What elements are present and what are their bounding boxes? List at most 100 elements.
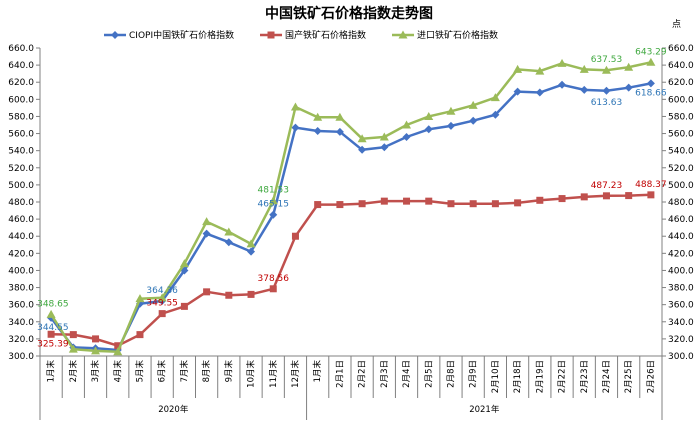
y-tick-label-right: 400.0: [668, 266, 694, 276]
data-point: [135, 294, 145, 303]
x-tick-label: 2月24日: [602, 360, 612, 393]
y-tick-label-right: 420.0: [668, 249, 694, 259]
legend-item-domestic: 国产铁矿石价格指数: [260, 29, 366, 41]
axes: 300.0 300.0 320.0 320.0 340.0 340.0 360.0 360.0…: [8, 44, 694, 420]
data-point: [469, 116, 478, 125]
x-tick-label: 1月末: [312, 360, 323, 383]
x-tick-label: 2月末: [68, 360, 79, 383]
y-tick-label-left: 620.0: [8, 78, 34, 88]
y-tick-label-right: 660.0: [668, 44, 694, 54]
x-tick-label: 9月末: [223, 360, 234, 383]
legend-label-ciopi: CIOPI中国铁矿石价格指数: [129, 29, 234, 41]
data-point: [403, 197, 411, 205]
y-tick-label-left: 380.0: [8, 284, 34, 294]
data-point: [157, 293, 167, 302]
data-point: [269, 210, 278, 219]
y-tick-label-left: 660.0: [8, 44, 34, 54]
legend-item-ciopi: CIOPI中国铁矿石价格指数: [104, 29, 234, 41]
data-point: [447, 200, 455, 208]
data-point: [224, 227, 234, 236]
series-layer: [46, 57, 656, 356]
x-tick-label: 10月末: [246, 360, 257, 388]
y-tick-label-right: 440.0: [668, 232, 694, 242]
data-point: [557, 58, 567, 67]
data-point: [402, 132, 411, 141]
data-point: [203, 288, 211, 296]
data-point: [424, 111, 434, 120]
y-tick-label-right: 560.0: [668, 130, 694, 140]
group-label: 2021年: [469, 404, 500, 415]
y-tick-label-left: 420.0: [8, 249, 34, 259]
data-point: [491, 110, 500, 119]
data-point: [468, 100, 478, 109]
legend-marker-diamond: [111, 31, 119, 39]
y-tick-label-left: 480.0: [8, 198, 34, 208]
data-label: 637.53: [591, 55, 623, 65]
data-point: [602, 192, 610, 200]
data-label: 618.66: [635, 88, 667, 98]
x-tick-label: 2月9日: [469, 360, 479, 388]
x-tick-label: 2月2日: [358, 360, 368, 388]
data-point: [379, 132, 389, 141]
x-tick-label: 8月末: [201, 360, 212, 383]
data-point: [513, 87, 522, 96]
legend-marker-triangle: [398, 30, 408, 39]
x-tick-label: 2月8日: [446, 360, 456, 388]
x-tick-label: 2月10日: [491, 360, 501, 393]
data-label: 349.55: [146, 299, 178, 309]
series-line-1: [51, 193, 651, 348]
data-label: 465.15: [258, 200, 290, 210]
data-point: [580, 85, 589, 94]
data-point: [246, 239, 256, 248]
y-tick-label-right: 640.0: [668, 61, 694, 71]
data-label: 348.65: [37, 299, 69, 309]
data-point: [535, 66, 545, 75]
y-tick-label-left: 460.0: [8, 215, 34, 225]
data-point: [425, 197, 433, 205]
data-point: [358, 145, 367, 154]
y-tick-label-right: 480.0: [668, 198, 694, 208]
data-point: [624, 62, 634, 71]
data-point: [113, 347, 123, 356]
legend-item-import: 进口铁矿石价格指数: [392, 29, 498, 41]
y-tick-label-right: 600.0: [668, 95, 694, 105]
data-point: [180, 302, 188, 310]
data-point: [290, 102, 300, 111]
y-tick-label-left: 560.0: [8, 130, 34, 140]
x-tick-label: 11月末: [268, 360, 279, 388]
data-point: [336, 201, 344, 209]
data-point: [202, 229, 211, 238]
series-line-0: [50, 82, 652, 352]
data-point: [380, 143, 389, 152]
data-point: [313, 126, 322, 135]
data-point: [579, 64, 589, 73]
data-point: [291, 123, 300, 132]
data-point: [179, 259, 189, 268]
data-point: [446, 121, 455, 130]
data-label: 613.63: [591, 98, 623, 108]
y-tick-label-left: 520.0: [8, 164, 34, 174]
data-point: [269, 285, 277, 293]
data-point: [536, 196, 544, 204]
x-tick-label: 7月末: [179, 360, 190, 383]
group-label: 2020年: [158, 404, 189, 415]
data-label: 325.39: [37, 339, 69, 349]
data-point: [291, 232, 299, 240]
legend-label-import: 进口铁矿石价格指数: [417, 29, 498, 41]
y-tick-label-right: 460.0: [668, 215, 694, 225]
data-point: [247, 290, 255, 298]
y-tick-label-left: 640.0: [8, 61, 34, 71]
data-point: [625, 192, 633, 200]
y-tick-label-left: 300.0: [8, 352, 34, 362]
data-point: [136, 331, 144, 339]
data-point: [314, 201, 322, 209]
y-tick-label-left: 440.0: [8, 232, 34, 242]
y-tick-label-right: 380.0: [668, 284, 694, 294]
y-tick-label-right: 340.0: [668, 318, 694, 328]
y-tick-label-left: 340.0: [8, 318, 34, 328]
y-tick-label-right: 360.0: [668, 301, 694, 311]
chart-title: 中国铁矿石价格指数走势图: [265, 5, 433, 22]
data-point: [247, 247, 256, 256]
data-label: 488.37: [635, 180, 667, 190]
